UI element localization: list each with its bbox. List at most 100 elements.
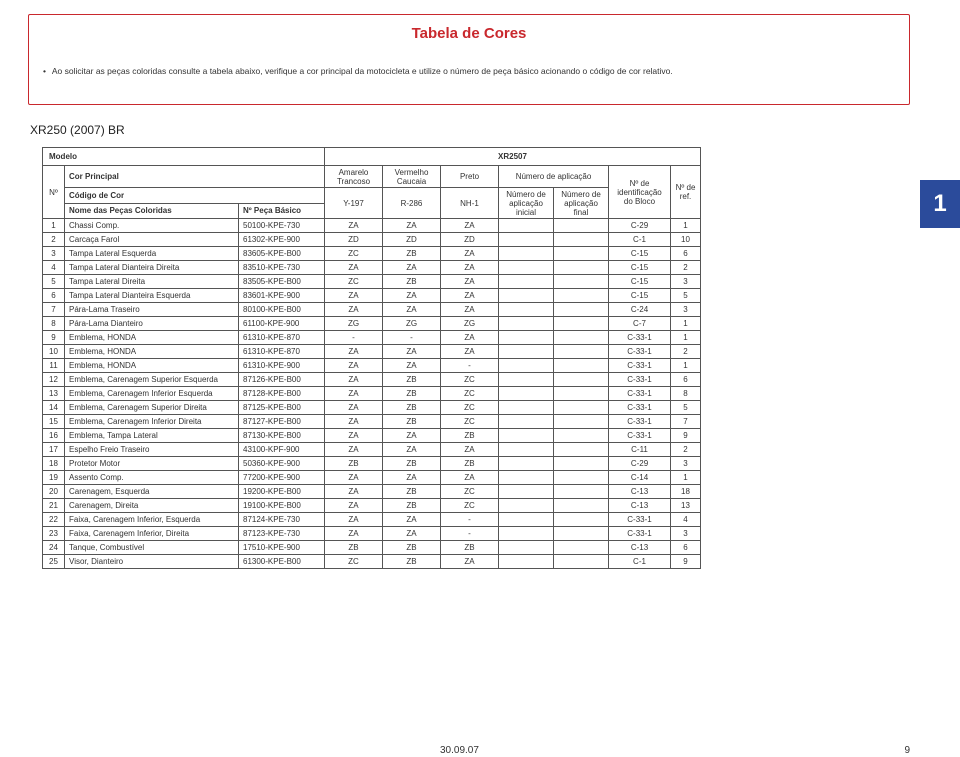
table-cell: C-15	[609, 289, 671, 303]
table-cell: 5	[671, 289, 701, 303]
modelo-value: XR2507	[325, 148, 701, 166]
table-cell: C-1	[609, 555, 671, 569]
table-cell: 14	[43, 401, 65, 415]
table-cell: 4	[43, 261, 65, 275]
table-cell: ZC	[441, 401, 499, 415]
table-cell	[499, 555, 554, 569]
table-cell: ZB	[325, 457, 383, 471]
table-cell	[554, 219, 609, 233]
header-row-codigo: Código de Cor Y-197 R-286 NH-1 Número de…	[43, 188, 701, 204]
table-cell: ZG	[383, 317, 441, 331]
table-cell	[554, 275, 609, 289]
table-cell: 10	[671, 233, 701, 247]
table-cell: Carcaça Farol	[65, 233, 239, 247]
table-cell: 87125-KPE-B00	[239, 401, 325, 415]
table-cell: Faixa, Carenagem Inferior, Esquerda	[65, 513, 239, 527]
table-cell: Emblema, Carenagem Inferior Esquerda	[65, 387, 239, 401]
hdr-cor-principal: Cor Principal	[65, 166, 325, 188]
table-cell: 10	[43, 345, 65, 359]
table-cell: 3	[671, 457, 701, 471]
table-cell: ZB	[383, 541, 441, 555]
table-cell: Pára-Lama Traseiro	[65, 303, 239, 317]
table-cell	[554, 513, 609, 527]
table-row: 21Carenagem, Direita19100-KPE-B00ZAZBZCC…	[43, 499, 701, 513]
table-cell: 5	[43, 275, 65, 289]
table-cell: ZA	[383, 429, 441, 443]
table-cell: Visor, Dianteiro	[65, 555, 239, 569]
table-row: 20Carenagem, Esquerda19200-KPE-B00ZAZBZC…	[43, 485, 701, 499]
table-cell	[499, 289, 554, 303]
model-subtitle: XR250 (2007) BR	[30, 123, 910, 137]
hdr-c3-top: Preto	[441, 166, 499, 188]
table-cell: -	[441, 359, 499, 373]
table-cell: Tampa Lateral Dianteira Direita	[65, 261, 239, 275]
table-cell: 7	[671, 415, 701, 429]
table-cell: ZC	[325, 275, 383, 289]
table-cell: 61300-KPE-B00	[239, 555, 325, 569]
table-cell: 15	[43, 415, 65, 429]
table-cell: ZB	[383, 499, 441, 513]
table-cell: ZA	[441, 345, 499, 359]
table-cell	[554, 541, 609, 555]
table-cell	[554, 429, 609, 443]
table-cell: C-33-1	[609, 359, 671, 373]
table-row: 25Visor, Dianteiro61300-KPE-B00ZCZBZAC-1…	[43, 555, 701, 569]
table-cell: 61302-KPE-900	[239, 233, 325, 247]
table-cell: C-13	[609, 499, 671, 513]
table-cell: ZC	[441, 415, 499, 429]
table-cell: 87127-KPE-B00	[239, 415, 325, 429]
table-cell: 61310-KPE-900	[239, 359, 325, 373]
table-cell: ZB	[383, 275, 441, 289]
table-cell: ZC	[441, 499, 499, 513]
table-cell: C-15	[609, 275, 671, 289]
table-cell: C-7	[609, 317, 671, 331]
table-cell: ZA	[441, 331, 499, 345]
table-row: 4Tampa Lateral Dianteira Direita83510-KP…	[43, 261, 701, 275]
table-cell: ZG	[325, 317, 383, 331]
table-cell: Emblema, Carenagem Inferior Direita	[65, 415, 239, 429]
table-cell	[499, 359, 554, 373]
table-cell: C-33-1	[609, 401, 671, 415]
table-cell: 7	[43, 303, 65, 317]
table-cell	[554, 527, 609, 541]
table-cell: ZA	[383, 261, 441, 275]
hdr-ref: Nº de ref.	[671, 166, 701, 219]
table-cell: ZA	[325, 401, 383, 415]
table-cell: ZC	[441, 373, 499, 387]
table-cell: ZA	[441, 289, 499, 303]
table-cell: Tampa Lateral Esquerda	[65, 247, 239, 261]
table-cell: 6	[671, 373, 701, 387]
table-cell: 2	[43, 233, 65, 247]
table-cell: 17510-KPE-900	[239, 541, 325, 555]
table-cell	[499, 275, 554, 289]
table-cell: ZC	[441, 485, 499, 499]
table-cell: ZA	[383, 359, 441, 373]
table-cell: Assento Comp.	[65, 471, 239, 485]
hdr-c1-top: Amarelo Trancoso	[325, 166, 383, 188]
table-cell	[499, 457, 554, 471]
table-cell: ZD	[383, 233, 441, 247]
hdr-c1-code: Y-197	[325, 188, 383, 219]
table-cell: ZA	[325, 527, 383, 541]
table-cell: ZB	[383, 485, 441, 499]
table-cell: Faixa, Carenagem Inferior, Direita	[65, 527, 239, 541]
table-cell: 83505-KPE-B00	[239, 275, 325, 289]
table-cell	[499, 401, 554, 415]
table-cell	[554, 373, 609, 387]
table-cell: ZA	[325, 289, 383, 303]
table-cell: C-33-1	[609, 415, 671, 429]
table-row: 5Tampa Lateral Direita83505-KPE-B00ZCZBZ…	[43, 275, 701, 289]
table-cell: C-1	[609, 233, 671, 247]
table-cell: 5	[671, 401, 701, 415]
table-cell: C-33-1	[609, 331, 671, 345]
table-cell: 3	[671, 275, 701, 289]
table-row: 2Carcaça Farol61302-KPE-900ZDZDZDC-110	[43, 233, 701, 247]
table-cell: ZB	[325, 541, 383, 555]
table-row: 14Emblema, Carenagem Superior Direita871…	[43, 401, 701, 415]
table-row: 9Emblema, HONDA61310-KPE-870--ZAC-33-11	[43, 331, 701, 345]
table-cell: 8	[43, 317, 65, 331]
table-cell: Espelho Freio Traseiro	[65, 443, 239, 457]
table-cell: ZB	[383, 555, 441, 569]
table-cell: 17	[43, 443, 65, 457]
table-cell: C-15	[609, 247, 671, 261]
